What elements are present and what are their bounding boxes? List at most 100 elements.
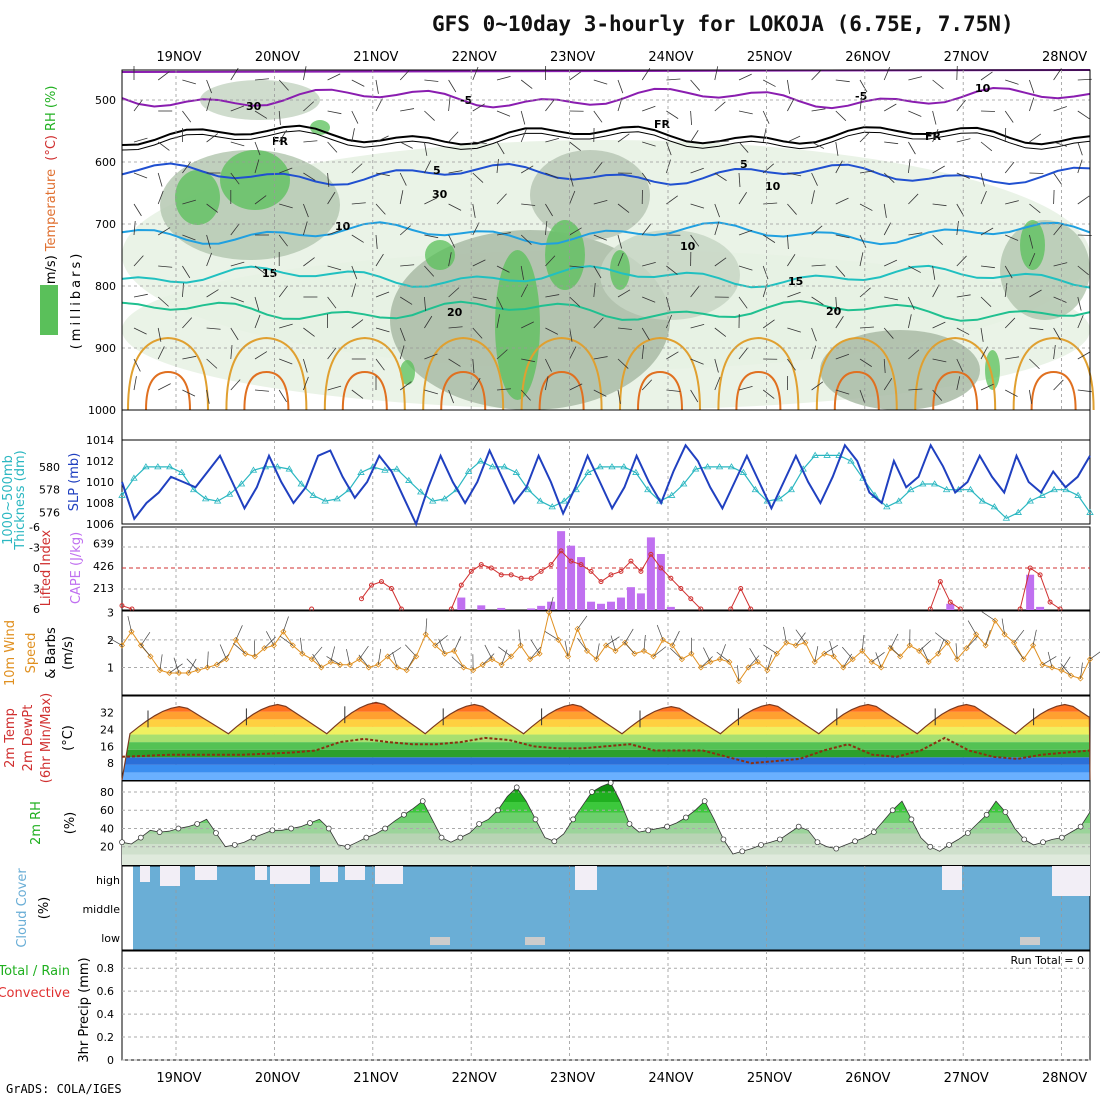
barb-9-13 bbox=[448, 358, 461, 367]
wind10-point-18 bbox=[289, 642, 296, 649]
li-point-44 bbox=[558, 548, 564, 554]
barb-5-10 bbox=[375, 234, 378, 249]
barb-6-5 bbox=[254, 265, 267, 275]
barb-3-31 bbox=[883, 172, 895, 184]
rh-point-68 bbox=[758, 842, 764, 848]
rh-point-92 bbox=[983, 811, 990, 818]
barb-10-8 bbox=[327, 385, 342, 391]
barb-4-24 bbox=[714, 203, 720, 218]
isotherm-20 bbox=[121, 299, 1091, 322]
thickness-point-39 bbox=[584, 468, 592, 475]
date-top-4: 23NOV bbox=[550, 50, 595, 65]
barb-8-2 bbox=[182, 317, 193, 329]
wind10-point-30 bbox=[403, 667, 410, 674]
rh-high-5 bbox=[545, 220, 585, 290]
wind10-point-50 bbox=[593, 656, 600, 663]
barb-4-9 bbox=[351, 202, 366, 205]
barb-8-14 bbox=[472, 327, 483, 339]
barb-10-30 bbox=[859, 389, 866, 404]
barb-2-26 bbox=[762, 128, 767, 143]
contour-label-15: 10 bbox=[975, 82, 991, 95]
thickness-point-33 bbox=[512, 468, 521, 475]
rh-point-86 bbox=[927, 843, 934, 850]
wind10-barb-100 bbox=[1060, 663, 1072, 676]
barb-6-1 bbox=[158, 265, 173, 268]
isotherm-30-loop-4 bbox=[538, 370, 585, 411]
li-point-53 bbox=[648, 551, 654, 557]
wind10-point-94 bbox=[1011, 639, 1018, 646]
barb-6-21 bbox=[642, 261, 656, 267]
barb-0-39 bbox=[1077, 78, 1092, 81]
barb-6-29 bbox=[835, 265, 846, 277]
cloud-gap-4 bbox=[270, 866, 310, 884]
barb-0-6 bbox=[278, 79, 289, 91]
barb-9-22 bbox=[666, 351, 679, 360]
wind10-barb-6 bbox=[173, 657, 180, 674]
temp-label-2: (6hr Min/Max) bbox=[39, 693, 54, 783]
rh-point-42 bbox=[513, 784, 520, 791]
date-bottom-2: 21NOV bbox=[353, 1071, 398, 1086]
barb-0-23 bbox=[690, 79, 701, 91]
isotherm-25-loop-2 bbox=[323, 336, 406, 411]
barb-8-36 bbox=[1004, 317, 1016, 329]
thickness-point-59 bbox=[823, 451, 831, 458]
barb-5-6 bbox=[278, 234, 288, 247]
barb-4-19 bbox=[593, 199, 608, 205]
barb-4-20 bbox=[617, 203, 630, 213]
barb-6-34 bbox=[956, 255, 967, 267]
barb-0-31 bbox=[883, 66, 891, 81]
thickness-point-66 bbox=[907, 485, 915, 493]
thickness-point-17 bbox=[321, 497, 329, 504]
thickness-point-34 bbox=[524, 485, 533, 493]
li-point-42 bbox=[538, 568, 544, 574]
pressure-tick-500: 500 bbox=[95, 94, 116, 107]
barb-6-25 bbox=[738, 265, 753, 271]
barb-9-16 bbox=[521, 358, 536, 363]
barb-4-27 bbox=[787, 203, 797, 215]
wind10-point-36 bbox=[460, 664, 467, 671]
date-bottom-8: 27NOV bbox=[944, 1071, 989, 1086]
rh-band-1 bbox=[122, 844, 1090, 855]
wind10-barb-93 bbox=[1001, 618, 1005, 635]
barb-7-27 bbox=[787, 291, 801, 298]
temp-band-0 bbox=[122, 772, 1090, 780]
barb-8-22 bbox=[666, 314, 673, 329]
barb-7-10 bbox=[375, 291, 390, 298]
barb-5-17 bbox=[545, 221, 548, 236]
wind10-frame bbox=[121, 610, 1091, 696]
barb-3-4 bbox=[230, 172, 240, 185]
rh-point-8 bbox=[194, 821, 201, 827]
rh-point-36 bbox=[457, 834, 464, 841]
rh-point-2 bbox=[137, 834, 144, 841]
wind-label-2: & Barbs bbox=[44, 627, 59, 679]
barb-0-37 bbox=[1029, 79, 1035, 94]
wind10-point-17 bbox=[280, 628, 287, 635]
thickness-point-26 bbox=[429, 497, 437, 504]
rh-point-34 bbox=[438, 834, 445, 841]
li-point-35 bbox=[468, 568, 474, 574]
cape-bar-49 bbox=[606, 601, 615, 610]
wind10-barb-32 bbox=[425, 618, 428, 635]
barb-2-7 bbox=[303, 140, 318, 143]
barb-6-16 bbox=[520, 265, 525, 280]
barb-6-19 bbox=[593, 265, 602, 279]
barb-10-18 bbox=[569, 383, 583, 391]
barb-7-12 bbox=[424, 296, 427, 311]
barb-5-3 bbox=[206, 234, 211, 249]
barb-8-20 bbox=[617, 327, 632, 330]
barb-2-4 bbox=[230, 141, 245, 147]
temp-band-2 bbox=[122, 757, 1090, 765]
rh-point-78 bbox=[852, 838, 858, 845]
cloud-gap-1 bbox=[160, 866, 180, 886]
barb-3-13 bbox=[448, 170, 463, 174]
wind10-point-91 bbox=[982, 642, 989, 649]
isotherm-10 bbox=[121, 221, 1091, 246]
wind10-barb-55 bbox=[643, 634, 646, 651]
wind10-point-88 bbox=[954, 656, 961, 663]
barb-3-8 bbox=[327, 172, 330, 187]
barb-0-14 bbox=[472, 66, 479, 81]
barb-9-10 bbox=[375, 358, 385, 371]
li-point-34 bbox=[458, 582, 464, 588]
wind10-barb-34 bbox=[438, 638, 445, 654]
rh-point-48 bbox=[570, 816, 576, 823]
